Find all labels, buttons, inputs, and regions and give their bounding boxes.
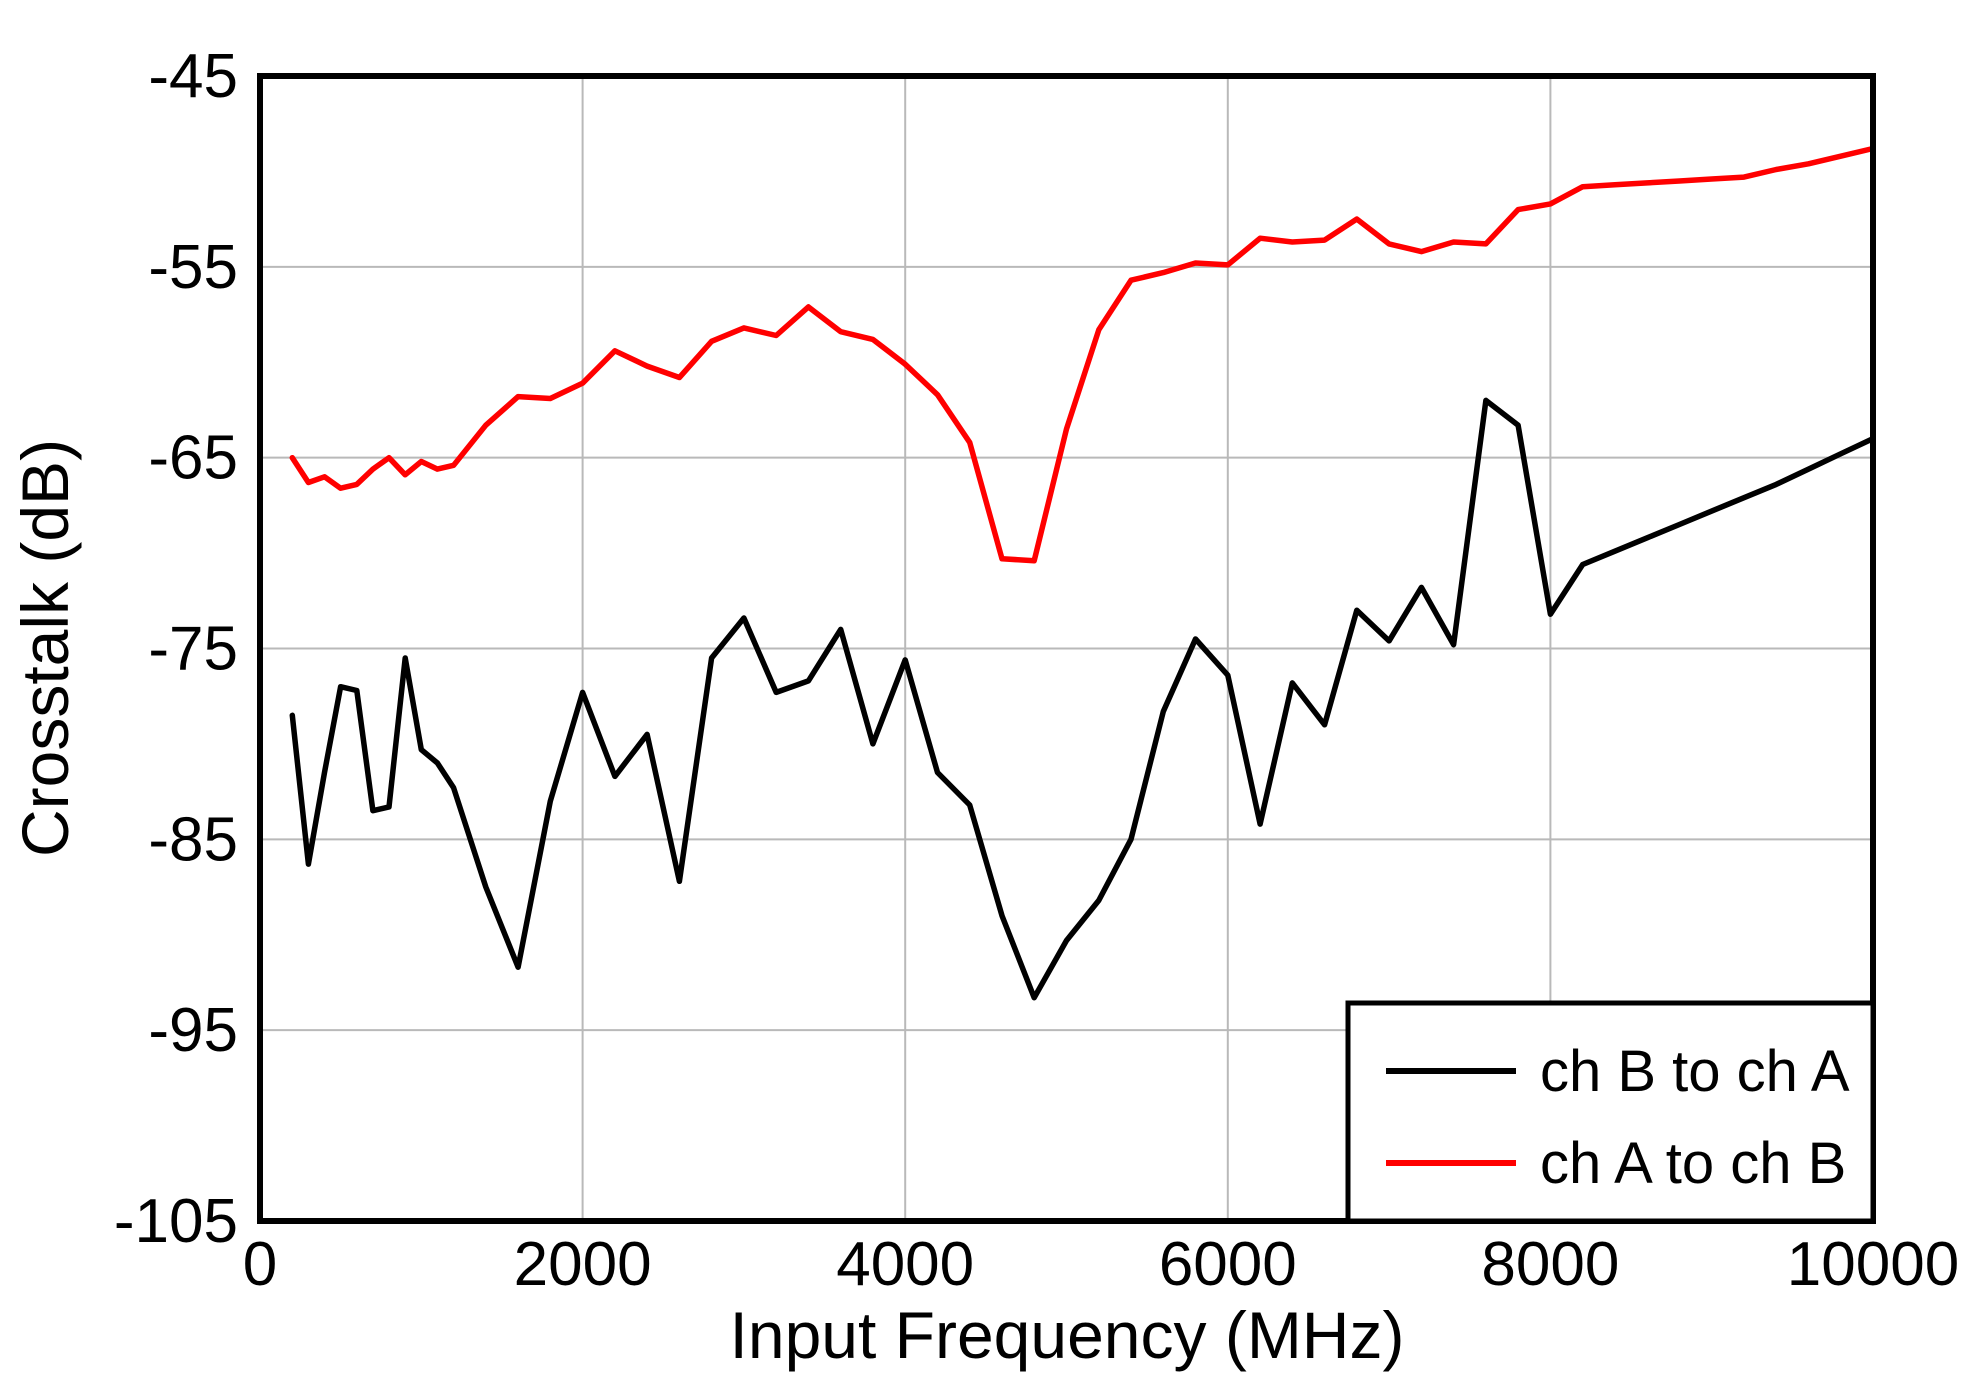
x-axis-title: Input Frequency (MHz) (730, 1298, 1405, 1372)
x-tick-label-8000: 8000 (1481, 1230, 1619, 1299)
series-line-ch-a-to-ch-b (289, 145, 1876, 564)
y-tick-label--85: -85 (148, 805, 238, 874)
y-axis-title: Crosstalk (dB) (8, 439, 82, 857)
legend-box (1345, 1000, 1876, 1224)
series-line-ch-b-to-ch-a (289, 397, 1876, 1001)
plot-layer: 0 2000 4000 6000 8000 10000 -105 -95 -85 -75 -65 -5… (114, 42, 1959, 1299)
legend-label-ch-b-to-ch-a: ch B to ch A (1540, 1039, 1850, 1104)
y-tick-label--95: -95 (148, 996, 238, 1065)
x-tick-label-2000: 2000 (514, 1230, 652, 1299)
x-tick-label-10000: 10000 (1787, 1230, 1959, 1299)
x-tick-label-0: 0 (243, 1230, 277, 1299)
y-tick-label--45: -45 (148, 42, 238, 111)
x-tick-label-6000: 6000 (1159, 1230, 1297, 1299)
legend-label-ch-a-to-ch-b: ch A to ch B (1540, 1131, 1846, 1196)
y-tick-label--65: -65 (148, 424, 238, 493)
y-tick-label--75: -75 (148, 615, 238, 684)
y-tick-label--105: -105 (114, 1187, 238, 1256)
plot-border (257, 73, 1876, 1224)
y-tick-label--55: -55 (148, 233, 238, 302)
x-tick-label-4000: 4000 (836, 1230, 974, 1299)
